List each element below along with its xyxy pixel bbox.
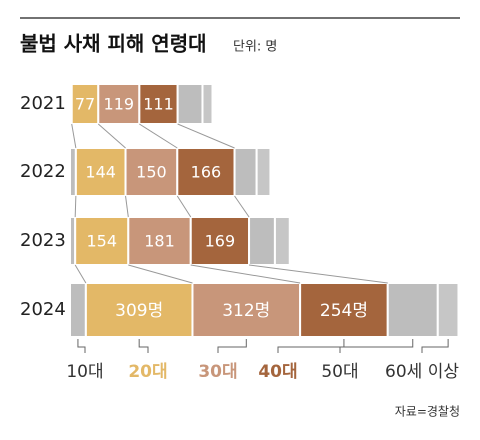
legend-label: 50대 xyxy=(321,362,358,382)
bar-segment xyxy=(176,83,204,125)
bar-segment xyxy=(248,216,276,266)
value-label: 169 xyxy=(205,232,236,251)
connector xyxy=(177,123,235,149)
bar-segment xyxy=(386,282,439,338)
chart-title: 불법 사채 피해 연령대 xyxy=(20,32,207,56)
connector xyxy=(139,123,178,149)
bar-segment xyxy=(191,282,302,338)
source: 자료=경찰청 xyxy=(395,405,460,419)
legend-label: 40대 xyxy=(258,362,297,382)
year-label: 2021 xyxy=(20,93,66,114)
value-label: 309명 xyxy=(115,301,163,321)
value-label: 181 xyxy=(144,232,175,251)
legend-leader xyxy=(77,339,86,353)
year-label: 2022 xyxy=(20,161,66,182)
connector xyxy=(71,123,77,149)
bar-segment xyxy=(69,282,87,338)
bar-segment xyxy=(124,147,179,197)
bar-segment xyxy=(176,147,236,197)
connector xyxy=(74,264,87,284)
value-label: 166 xyxy=(191,163,222,182)
bar-segment xyxy=(255,147,272,197)
chart-subtitle: 단위: 명 xyxy=(233,40,277,55)
bar-segment xyxy=(201,83,214,125)
value-label: 119 xyxy=(104,95,135,114)
value-label: 111 xyxy=(143,95,174,114)
connector xyxy=(190,264,301,284)
value-label: 77 xyxy=(75,95,95,114)
connector xyxy=(125,195,129,218)
bar-segment xyxy=(233,147,258,197)
legend-label: 30대 xyxy=(198,362,237,382)
value-label: 150 xyxy=(136,163,167,182)
legend-label: 10대 xyxy=(66,362,103,382)
legend-label: 60세 이상 xyxy=(385,362,459,382)
bar-segment xyxy=(84,282,194,338)
connector xyxy=(74,195,77,218)
legend-leader xyxy=(138,339,149,353)
bar-segment xyxy=(127,216,192,266)
legend-label: 20대 xyxy=(128,362,167,382)
value-label: 154 xyxy=(86,232,117,251)
value-label: 312명 xyxy=(222,301,270,321)
year-label: 2024 xyxy=(20,299,66,320)
legend-leader xyxy=(277,339,345,353)
connector xyxy=(128,264,193,284)
connector xyxy=(97,123,126,149)
connector xyxy=(176,195,192,218)
connector xyxy=(234,195,250,218)
bar-segment xyxy=(273,216,291,266)
legend-leader xyxy=(217,339,247,353)
bar-segment xyxy=(189,216,251,266)
value-label: 254명 xyxy=(320,301,368,321)
bar-segment xyxy=(299,282,389,338)
bar-segment xyxy=(74,147,127,197)
bar-segment xyxy=(436,282,460,338)
bar-segment xyxy=(97,83,141,125)
legend-leader xyxy=(339,339,414,353)
bar-segment xyxy=(74,216,130,266)
year-label: 2023 xyxy=(20,230,66,251)
value-label: 144 xyxy=(85,163,116,182)
connector xyxy=(248,264,388,284)
legend-leader xyxy=(421,339,449,353)
